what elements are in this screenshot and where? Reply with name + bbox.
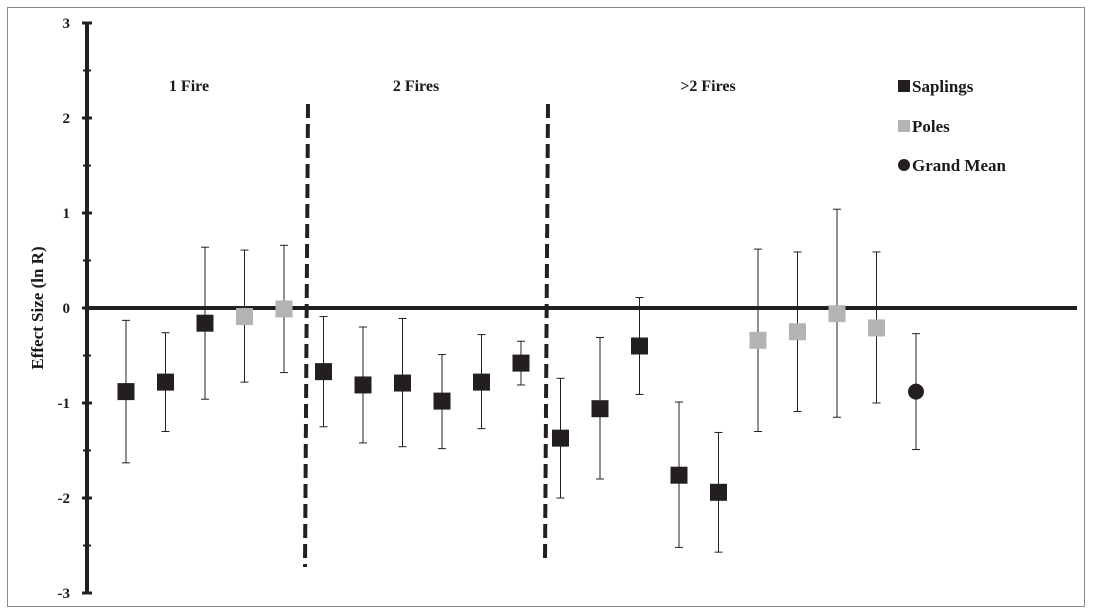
group-label-more-than-2-fires: >2 Fires	[680, 78, 735, 95]
y-tick-label: 0	[63, 301, 71, 317]
saplings-marker	[512, 354, 530, 372]
data-point	[670, 401, 688, 548]
saplings-marker	[157, 373, 174, 391]
saplings-marker	[196, 314, 214, 332]
group-label-1-fire: 1 Fire	[169, 78, 209, 95]
data-point	[749, 248, 767, 432]
data-points	[117, 208, 924, 553]
legend-grand-mean-marker	[898, 159, 910, 171]
data-point	[236, 249, 253, 383]
data-point	[315, 316, 332, 428]
y-tick-label: -2	[58, 491, 71, 507]
y-axis-title: Effect Size (ln R)	[28, 246, 47, 369]
data-point	[394, 317, 411, 448]
y-tick-label: -3	[58, 586, 71, 602]
poles-marker	[789, 323, 806, 341]
data-point	[908, 333, 924, 451]
data-point	[275, 244, 293, 374]
poles-marker	[868, 319, 885, 337]
y-tick-label: -1	[58, 396, 71, 412]
data-point	[433, 354, 451, 450]
saplings-marker	[591, 400, 609, 418]
poles-marker	[275, 300, 293, 318]
saplings-marker	[710, 483, 727, 501]
data-point	[473, 334, 490, 430]
y-tick-label: 3	[63, 16, 71, 32]
poles-marker	[828, 305, 846, 323]
group-label-2-fires: 2 Fires	[393, 78, 439, 95]
group-separator-1	[303, 103, 310, 568]
saplings-marker	[433, 392, 451, 410]
group-labels: 1 Fire 2 Fires >2 Fires	[169, 78, 736, 95]
saplings-marker	[473, 373, 490, 391]
legend-saplings-label: Saplings	[912, 77, 974, 96]
saplings-marker	[631, 337, 648, 355]
data-point	[789, 251, 806, 413]
saplings-marker	[552, 429, 569, 447]
group-separator-2	[543, 103, 550, 561]
data-point	[354, 326, 372, 444]
saplings-marker	[670, 466, 688, 484]
data-point	[868, 251, 885, 404]
legend: Saplings Poles Grand Mean	[898, 77, 1007, 175]
data-point	[196, 246, 214, 400]
saplings-marker	[117, 383, 135, 401]
poles-marker	[236, 308, 253, 326]
data-point	[157, 332, 174, 432]
data-point	[710, 431, 727, 553]
data-point	[117, 319, 135, 464]
saplings-marker	[394, 374, 411, 392]
data-point	[591, 336, 609, 480]
saplings-marker	[354, 376, 372, 394]
data-point	[828, 208, 846, 418]
group-separators	[303, 103, 550, 568]
data-point	[552, 377, 569, 499]
legend-poles-label: Poles	[912, 117, 950, 136]
y-tick-label: 2	[63, 111, 71, 127]
legend-grand-mean-label: Grand Mean	[912, 156, 1007, 175]
poles-marker	[749, 331, 767, 349]
data-point	[512, 340, 530, 386]
saplings-marker	[315, 363, 332, 381]
legend-poles-swatch	[898, 120, 910, 132]
legend-saplings-swatch	[898, 80, 910, 92]
grand-mean-marker	[908, 383, 924, 400]
data-point	[631, 297, 648, 395]
y-axis: 3 2 1 0 -1 -2 -3	[58, 16, 92, 602]
y-tick-label: 1	[63, 206, 71, 222]
